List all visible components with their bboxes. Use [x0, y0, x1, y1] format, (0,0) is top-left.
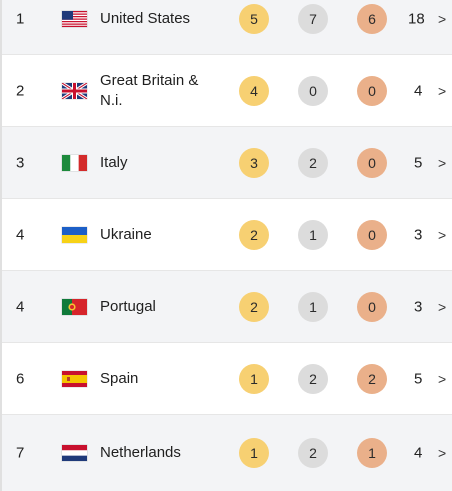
rank: 2 — [16, 82, 25, 99]
gold-count: 4 — [239, 75, 269, 106]
table-row[interactable]: 2 Great Britain & N.i. 4 0 0 4 > — [0, 55, 452, 127]
bronze-count: 6 — [357, 3, 387, 34]
gold-count: 2 — [239, 291, 269, 322]
portugal-flag-icon — [62, 298, 87, 315]
chevron-right-icon[interactable]: > — [438, 10, 447, 27]
chevron-right-icon[interactable]: > — [438, 226, 447, 243]
rank: 6 — [16, 370, 25, 387]
table-row[interactable]: 4 Portugal 2 1 0 3 > — [0, 271, 452, 343]
left-edge-divider — [0, 0, 2, 491]
country-name: United States — [100, 9, 191, 27]
bronze-count: 0 — [357, 291, 387, 322]
total-count: 5 — [414, 370, 423, 387]
table-row[interactable]: 3 Italy 3 2 0 5 > — [0, 127, 452, 199]
chevron-right-icon[interactable]: > — [438, 298, 447, 315]
total-count: 3 — [414, 298, 423, 315]
bronze-count: 0 — [357, 147, 387, 178]
silver-count: 7 — [298, 3, 328, 34]
gold-count: 1 — [239, 363, 269, 394]
total-count: 4 — [414, 82, 423, 99]
silver-count: 2 — [298, 147, 328, 178]
uk-flag-icon — [62, 82, 87, 99]
bronze-count: 0 — [357, 75, 387, 106]
bronze-count: 1 — [357, 438, 387, 468]
table-row[interactable]: 7 Netherlands 1 2 1 4 > — [0, 415, 452, 491]
rank: 4 — [16, 298, 25, 315]
spain-flag-icon — [62, 370, 87, 387]
silver-count: 2 — [298, 363, 328, 394]
silver-count: 2 — [298, 438, 328, 468]
netherlands-flag-icon — [62, 445, 87, 461]
gold-count: 5 — [239, 3, 269, 34]
rank: 3 — [16, 154, 25, 171]
gold-count: 2 — [239, 219, 269, 250]
rank: 4 — [16, 226, 25, 243]
country-name: Portugal — [100, 297, 156, 315]
table-row[interactable]: 6 Spain 1 2 2 5 > — [0, 343, 452, 415]
table-row[interactable]: 4 Ukraine 2 1 0 3 > — [0, 199, 452, 271]
country-name: Great Britain & N.i. — [100, 71, 199, 109]
chevron-right-icon[interactable]: > — [438, 445, 447, 461]
ukraine-flag-icon — [62, 226, 87, 243]
silver-count: 0 — [298, 75, 328, 106]
chevron-right-icon[interactable]: > — [438, 370, 447, 387]
italy-flag-icon — [62, 154, 87, 171]
chevron-right-icon[interactable]: > — [438, 82, 447, 99]
usa-flag-icon — [62, 10, 87, 27]
total-count: 3 — [414, 226, 423, 243]
total-count: 18 — [408, 10, 425, 27]
gold-count: 3 — [239, 147, 269, 178]
country-name: Netherlands — [100, 444, 181, 461]
total-count: 5 — [414, 154, 423, 171]
gold-count: 1 — [239, 438, 269, 468]
rank: 7 — [16, 444, 25, 462]
country-name: Spain — [100, 369, 139, 387]
rank: 1 — [16, 10, 25, 27]
country-name: Italy — [100, 153, 128, 171]
silver-count: 1 — [298, 219, 328, 250]
silver-count: 1 — [298, 291, 328, 322]
table-row[interactable]: 1 United States 5 7 6 18 > — [0, 0, 452, 55]
bronze-count: 2 — [357, 363, 387, 394]
total-count: 4 — [414, 444, 423, 462]
chevron-right-icon[interactable]: > — [438, 154, 447, 171]
bronze-count: 0 — [357, 219, 387, 250]
country-name: Ukraine — [100, 225, 152, 243]
